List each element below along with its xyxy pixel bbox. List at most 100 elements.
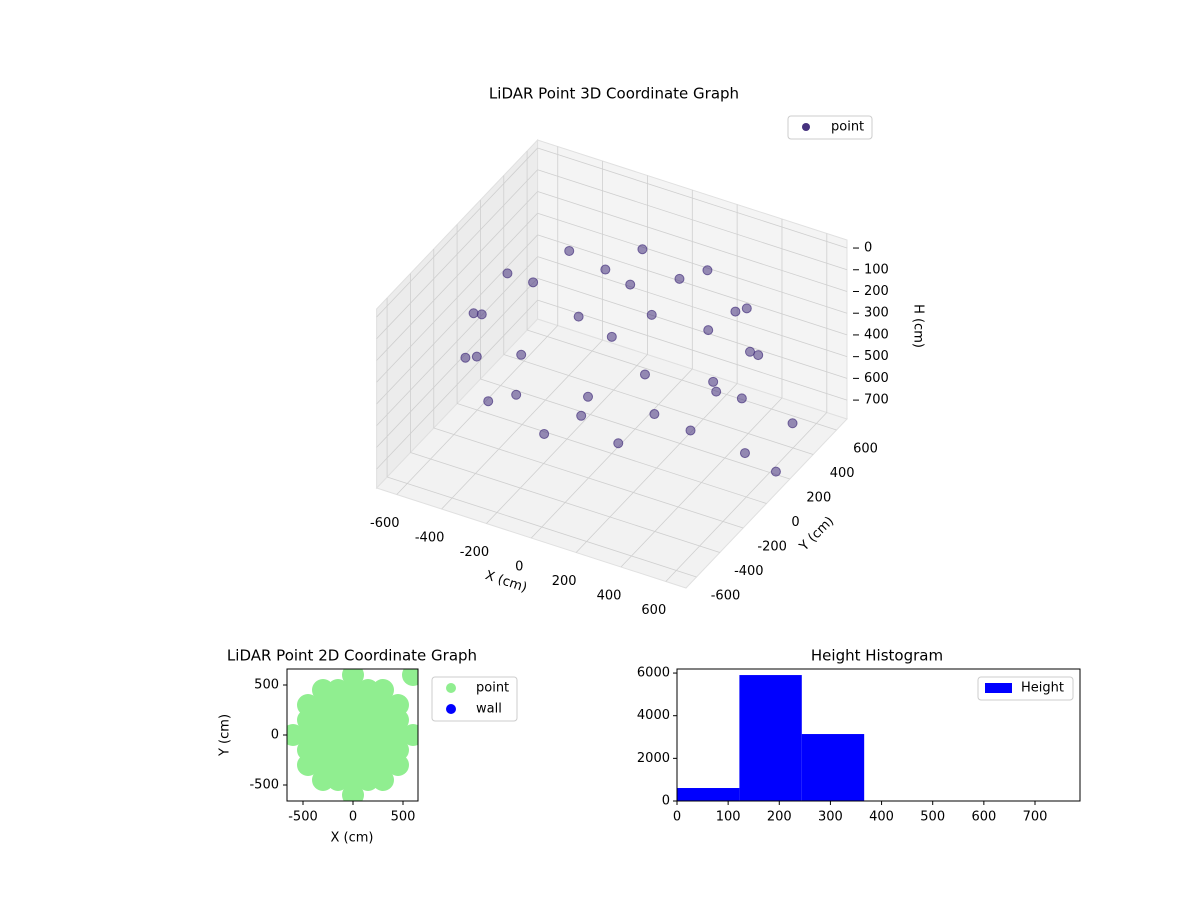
- legend-label: point: [831, 120, 864, 135]
- grid-line: [526, 329, 837, 431]
- point: [703, 325, 714, 336]
- x-tick-label: 200: [767, 810, 792, 825]
- y-tick-label: -400: [734, 564, 764, 579]
- point: [736, 393, 747, 404]
- y-tick-label: 600: [853, 442, 878, 457]
- x-tick-label: 400: [869, 810, 894, 825]
- grid-line: [376, 147, 538, 318]
- point: [625, 279, 636, 290]
- y-axis-label: Y (cm): [218, 714, 233, 757]
- point: [639, 369, 650, 380]
- grid-line: [376, 234, 538, 405]
- y-tick-label: 0: [271, 728, 279, 743]
- legend-marker: [446, 683, 456, 693]
- point: [787, 418, 798, 429]
- z-axis-label: H (cm): [911, 304, 926, 348]
- y-tick-label: -200: [757, 539, 787, 554]
- point: [502, 268, 513, 279]
- grid-line: [503, 354, 814, 455]
- point: [539, 428, 550, 439]
- point: [342, 669, 364, 686]
- grid-line: [537, 256, 848, 358]
- point: [573, 311, 584, 322]
- x-tick-label: 0: [515, 560, 523, 575]
- z-tick-label: 700: [864, 393, 889, 408]
- x-axis-label: X (cm): [331, 831, 374, 846]
- point: [745, 346, 756, 357]
- legend-box: [977, 676, 1074, 701]
- chart-2d: point wall -500 0 500 -500 0 500: [249, 668, 518, 825]
- y-axis-label: Y (cm): [796, 514, 837, 555]
- y-tick-label: 200: [806, 491, 831, 506]
- point: [770, 466, 781, 477]
- point: [402, 669, 418, 686]
- point: [516, 349, 527, 360]
- point: [711, 386, 722, 397]
- point: [646, 309, 657, 320]
- x-tick-label: 400: [597, 588, 622, 603]
- point: [739, 448, 750, 459]
- z-tick-label: 400: [864, 327, 889, 342]
- grid-line: [376, 191, 538, 361]
- point: [606, 331, 617, 342]
- z-tick-label: 200: [864, 284, 889, 299]
- y-tick-label: 6000: [637, 666, 670, 681]
- grid-line: [376, 256, 538, 426]
- chart-title: LiDAR Point 3D Coordinate Graph: [489, 85, 739, 103]
- point: [372, 679, 394, 701]
- point: [753, 350, 764, 361]
- grid-line: [537, 191, 848, 292]
- y-tick-label: 0: [662, 794, 670, 809]
- grid-line: [537, 299, 848, 401]
- point: [730, 306, 741, 317]
- y-tick-label: 500: [254, 678, 279, 693]
- x-tick-label: 500: [391, 810, 416, 825]
- y-tick-label: -500: [249, 778, 279, 793]
- point: [649, 409, 660, 420]
- grid-line: [410, 452, 720, 553]
- x-tick-label: 0: [673, 810, 681, 825]
- plot-frame: [676, 668, 1081, 802]
- point: [460, 352, 471, 363]
- point: [600, 264, 611, 275]
- z-tick-label: 100: [864, 262, 889, 277]
- point: [637, 244, 648, 255]
- legend-marker: [446, 704, 456, 714]
- point: [471, 351, 482, 362]
- x-tick-label: -500: [288, 810, 318, 825]
- grid-line: [537, 147, 848, 249]
- legend-patch: [985, 683, 1012, 693]
- grid-line: [433, 427, 744, 529]
- x-tick-label: 200: [552, 574, 577, 589]
- bar: [801, 734, 865, 801]
- grid-line: [537, 169, 848, 271]
- legend-marker: [802, 123, 810, 131]
- point: [702, 265, 713, 276]
- point: [402, 724, 418, 746]
- x-tick-label: 600: [971, 810, 996, 825]
- point: [468, 308, 479, 319]
- grid-line: [376, 278, 538, 448]
- y-tick-label: 4000: [637, 708, 670, 723]
- grid-line: [376, 299, 538, 470]
- point: [576, 410, 587, 421]
- point: [387, 694, 409, 716]
- x-tick-label: 700: [1023, 810, 1048, 825]
- z-tick-label: 600: [864, 371, 889, 386]
- z-tick-label: 0: [864, 241, 872, 256]
- chart-histogram: 0 100 200 300 400 500 600 700 0 2000 4000 6000 Heigh…: [637, 666, 1081, 825]
- legend-label: wall: [476, 702, 502, 717]
- point: [564, 245, 575, 256]
- y-tick-label: 0: [791, 515, 799, 530]
- x-tick-label: 0: [349, 810, 357, 825]
- point: [708, 376, 719, 387]
- point: [613, 438, 624, 449]
- z-tick-label: 500: [864, 349, 889, 364]
- y-tick-label: 2000: [637, 751, 670, 766]
- x-tick-label: -200: [460, 545, 490, 560]
- grid-line: [376, 212, 538, 383]
- grid-line: [456, 403, 767, 504]
- x-tick-label: -400: [415, 531, 445, 546]
- z-tick-label: 300: [864, 306, 889, 321]
- point: [583, 391, 594, 402]
